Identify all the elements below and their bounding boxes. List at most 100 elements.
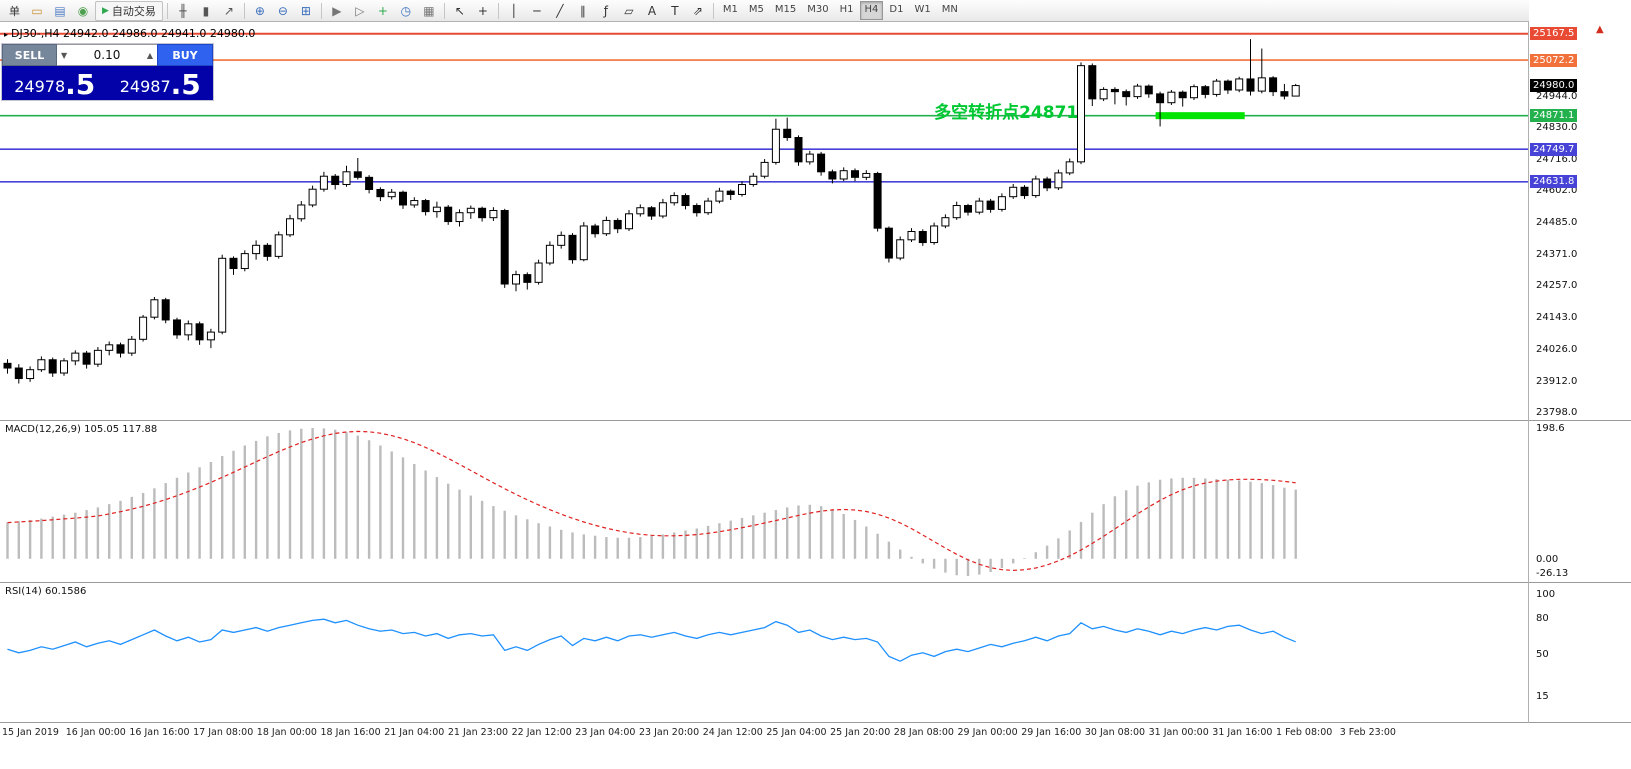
vertical-line-icon[interactable]: │	[510, 3, 518, 18]
symbol-marker-icon: ▸	[4, 30, 9, 39]
sell-price[interactable]: 24978.5	[2, 66, 108, 100]
lot-size-stepper[interactable]: ▼ 0.10 ▲	[57, 44, 157, 66]
price-grid-label: 24485.0	[1536, 217, 1578, 229]
macd-axis-label: -26.13	[1536, 568, 1569, 579]
price-level-tag: 25072.2	[1530, 53, 1578, 67]
arrows-icon[interactable]: ⇗	[692, 3, 703, 18]
line-chart-icon[interactable]: ↗	[223, 3, 234, 18]
rsi-axis-label: 15	[1536, 691, 1549, 702]
timeframe-W1[interactable]: W1	[914, 4, 931, 15]
chart-canvas[interactable]: 多空转折点24871	[0, 22, 1528, 723]
macd-histogram	[6, 428, 1297, 576]
charts-icon[interactable]: ▤	[54, 3, 66, 18]
buy-price-pip: .5	[170, 68, 201, 101]
time-axis-label: 1 Feb 08:00	[1276, 727, 1333, 738]
periods-clock-icon[interactable]: ◷	[400, 3, 412, 18]
timeframe-MN[interactable]: MN	[941, 4, 958, 15]
help-icon[interactable]: ◉	[77, 3, 89, 18]
ohlc-bars-icon[interactable]: ╫	[179, 3, 187, 18]
trendline-icon[interactable]: ╱	[556, 3, 564, 18]
channel-icon[interactable]: ∥	[579, 3, 586, 18]
time-axis-label: 16 Jan 00:00	[65, 727, 126, 738]
auto-scroll-icon[interactable]: ▶	[332, 3, 342, 18]
autotrading-label: 自动交易	[111, 4, 156, 18]
time-axis-label: 23 Jan 04:00	[575, 727, 636, 738]
indicators-icon[interactable]: +	[377, 3, 388, 18]
timeframe-M5[interactable]: M5	[748, 4, 764, 15]
lot-decrease-icon[interactable]: ▼	[61, 50, 68, 60]
chart-shift-icon[interactable]: ▷	[355, 3, 365, 18]
time-axis-label: 31 Jan 00:00	[1148, 727, 1209, 738]
symbol-name: DJ30-,H4	[11, 27, 60, 40]
horizontal-line-icon[interactable]: ─	[533, 3, 541, 18]
price-level-tag: 24871.1	[1530, 109, 1578, 123]
price-level-tag: 24749.7	[1530, 142, 1578, 156]
toolbar-separator	[443, 2, 445, 19]
toolbar-separator	[712, 2, 714, 19]
time-axis-label: 22 Jan 12:00	[511, 727, 572, 738]
pane-divider-main-macd[interactable]	[0, 420, 1631, 421]
one-click-trading-panel: SELL ▼ 0.10 ▲ BUY 24978.5 24987.5	[2, 44, 213, 100]
time-axis-label: 21 Jan 04:00	[384, 727, 445, 738]
time-axis-label: 17 Jan 08:00	[193, 727, 254, 738]
templates-icon[interactable]: ▦	[423, 3, 435, 18]
sell-button[interactable]: SELL	[2, 44, 57, 66]
time-axis: 15 Jan 2019 16 Jan 00:00 16 Jan 16:00 17 Ja…	[0, 723, 1528, 747]
price-grid-label: 24257.0	[1536, 280, 1578, 292]
cursor-icon[interactable]: ↖	[454, 3, 465, 18]
pane-divider-macd-rsi[interactable]	[0, 582, 1631, 583]
timeframe-H4[interactable]: H4	[859, 1, 884, 20]
macd-axis-label: 0.00	[1536, 553, 1559, 565]
buy-button[interactable]: BUY	[157, 44, 213, 66]
candlestick-icon[interactable]: ▮	[202, 3, 210, 18]
time-axis-separator	[0, 722, 1631, 723]
shapes-icon[interactable]: ▱	[624, 3, 634, 18]
price-display: 24978.5 24987.5	[2, 66, 213, 100]
lot-size-value: 0.10	[93, 48, 121, 62]
sell-price-pip: .5	[65, 68, 96, 101]
tile-windows-icon[interactable]: ⊞	[300, 3, 311, 18]
buy-price[interactable]: 24987.5	[108, 66, 214, 100]
bid-price-tag: 24980.0	[1530, 79, 1578, 93]
time-axis-label: 28 Jan 08:00	[893, 727, 954, 738]
timeframe-M15[interactable]: M15	[774, 4, 797, 15]
lot-increase-icon[interactable]: ▲	[146, 50, 153, 60]
new-order-icon[interactable]: ▭	[31, 3, 43, 18]
highlight-bar[interactable]	[1155, 112, 1245, 120]
text-icon[interactable]: A	[647, 3, 657, 18]
zoom-in-icon[interactable]: ⊕	[254, 3, 265, 18]
candlestick-series	[3, 39, 1300, 384]
macd-axis-label: 198.6	[1536, 423, 1565, 434]
time-axis-label: 16 Jan 16:00	[129, 727, 190, 738]
timeframe-D1[interactable]: D1	[889, 4, 904, 15]
text-label-icon[interactable]: T	[671, 3, 679, 18]
price-grid-label: 23798.0	[1536, 407, 1578, 419]
price-level-tag: 24631.8	[1530, 175, 1578, 189]
rsi-axis-label: 50	[1536, 649, 1549, 660]
macd-signal-line	[7, 430, 1296, 572]
time-axis-label: 15 Jan 2019	[2, 727, 59, 738]
time-axis-label: 23 Jan 20:00	[639, 727, 700, 738]
timeframe-M1[interactable]: M1	[722, 4, 738, 15]
timeframe-H1[interactable]: H1	[839, 4, 854, 15]
price-grid-label: 24371.0	[1536, 248, 1578, 260]
crosshair-icon[interactable]: +	[477, 3, 488, 18]
order-menu-item[interactable]: 单	[9, 4, 20, 18]
zoom-out-icon[interactable]: ⊖	[277, 3, 288, 18]
autotrading-button[interactable]: ▶ 自动交易	[95, 0, 163, 21]
price-axis-separator	[1528, 22, 1529, 723]
toolbar-separator	[497, 2, 499, 19]
time-axis-label: 24 Jan 12:00	[702, 727, 763, 738]
price-grid-label: 24716.0	[1536, 153, 1578, 165]
timeframe-M30[interactable]: M30	[807, 4, 829, 15]
buy-price-main: 24987	[119, 77, 171, 96]
time-axis-label: 29 Jan 00:00	[957, 727, 1018, 738]
sell-price-main: 24978	[14, 77, 66, 96]
time-axis-label: 18 Jan 00:00	[256, 727, 317, 738]
price-grid-label: 24830.0	[1536, 122, 1578, 133]
fibonacci-icon[interactable]: ƒ	[603, 3, 609, 18]
chart-title: ▸ DJ30-,H4 24942.0 24986.0 24941.0 24980.…	[4, 27, 255, 40]
time-axis-label: 25 Jan 04:00	[766, 727, 827, 738]
rsi-axis-label: 100	[1536, 589, 1556, 600]
rsi-axis-label: 80	[1536, 613, 1549, 624]
